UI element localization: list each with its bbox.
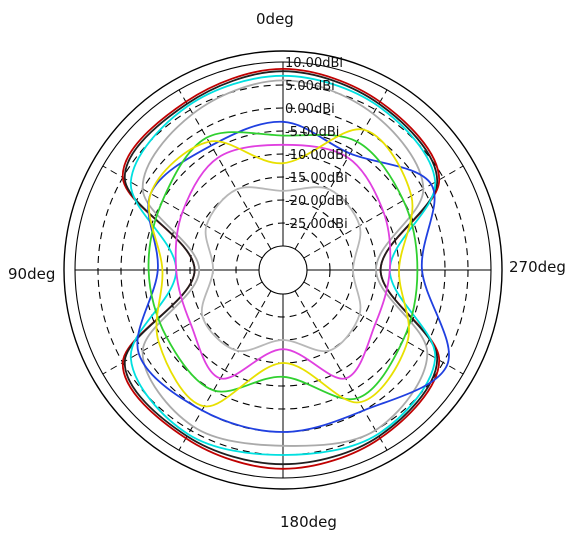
series-line-7 [147,131,419,401]
grid-spoke [294,89,388,250]
series-line-9 [200,186,362,353]
grid-spoke [178,290,272,451]
outer-border-circle [63,50,503,490]
series-line-8 [147,128,414,408]
grid-spoke [294,290,388,451]
angle-label-90deg: 90deg [8,265,56,283]
grid-spoke [178,89,272,250]
center-circle [258,245,308,295]
grid-spoke [303,165,464,259]
radial-tick-label: -25.00dBi [285,217,348,232]
radial-tick-label: 5.00dBi [285,79,335,94]
grid-spoke [303,281,464,375]
pattern-series [121,67,450,470]
series-line-1 [121,67,441,470]
radial-tick-label: -5.00dBi [285,125,339,140]
radial-tick-label: -10.00dBi [285,148,348,163]
grid-spoke [102,281,263,375]
radial-tick-label: -20.00dBi [285,194,348,209]
radial-tick-labels: 10.00dBi 5.00dBi 0.00dBi -5.00dBi -10.00dBi -… [285,56,348,232]
angle-label-180deg: 180deg [280,513,337,531]
radial-tick-label: -15.00dBi [285,171,348,186]
angle-label-0deg: 0deg [256,10,294,28]
series-line-3 [129,74,437,456]
radial-tick-label: 10.00dBi [285,56,343,71]
series-line-4 [141,79,429,447]
grid-spoke [102,165,263,259]
radial-tick-label: 0.00dBi [285,102,335,117]
polar-grid [63,50,503,490]
series-line-6 [174,143,392,380]
series-line-2 [123,70,439,466]
angle-label-270deg: 270deg [509,258,566,276]
